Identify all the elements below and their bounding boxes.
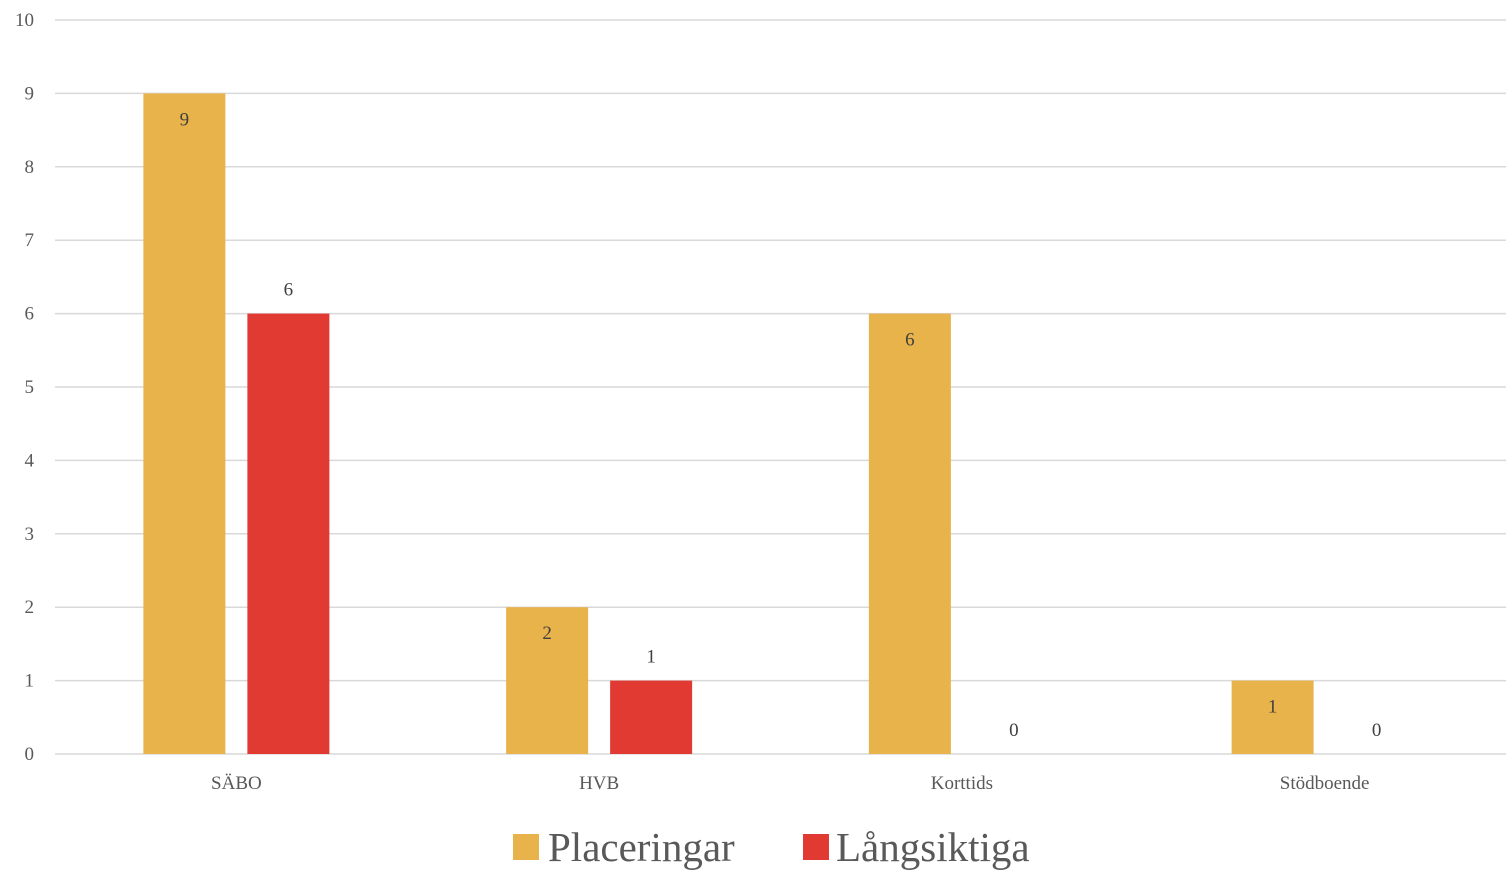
x-category-label: SÄBO bbox=[211, 773, 262, 794]
y-tick-label: 4 bbox=[25, 450, 35, 471]
data-label: 1 bbox=[1268, 697, 1278, 718]
data-label: 9 bbox=[180, 109, 190, 130]
y-tick-label: 10 bbox=[15, 10, 34, 31]
y-tick-label: 7 bbox=[25, 230, 35, 251]
bar-placeringar-0 bbox=[143, 93, 226, 754]
y-tick-label: 5 bbox=[25, 377, 35, 398]
y-tick-label: 2 bbox=[25, 597, 35, 618]
y-axis-ticks: 0 1 2 3 4 5 6 7 8 9 10 bbox=[15, 10, 35, 765]
y-tick-label: 9 bbox=[25, 83, 35, 104]
data-label: 2 bbox=[542, 623, 552, 644]
x-axis-categories: SÄBO HVB Korttids Stödboende bbox=[211, 773, 1369, 794]
data-label: 6 bbox=[905, 330, 915, 351]
legend: Placeringar Långsiktiga bbox=[513, 824, 1030, 870]
bar-placeringar-2 bbox=[868, 313, 951, 754]
y-tick-label: 1 bbox=[25, 671, 35, 692]
data-label: 0 bbox=[1372, 720, 1382, 741]
x-category-label: Stödboende bbox=[1280, 773, 1370, 794]
x-category-label: Korttids bbox=[931, 773, 993, 794]
legend-swatch bbox=[803, 834, 829, 860]
data-labels: 9 6 2 1 6 0 1 0 bbox=[180, 109, 1382, 741]
data-label: 1 bbox=[646, 647, 656, 668]
data-label: 0 bbox=[1009, 720, 1019, 741]
bar-placeringar-1 bbox=[506, 607, 589, 754]
y-tick-label: 0 bbox=[25, 744, 35, 765]
bar-långsiktiga-0 bbox=[247, 313, 330, 754]
y-tick-label: 3 bbox=[25, 524, 35, 545]
y-tick-label: 8 bbox=[25, 157, 35, 178]
legend-label: Placeringar bbox=[548, 824, 735, 870]
legend-label: Långsiktiga bbox=[836, 824, 1030, 870]
legend-swatch bbox=[513, 834, 539, 860]
data-label: 6 bbox=[284, 280, 294, 301]
bar-placeringar-3 bbox=[1231, 680, 1314, 754]
y-tick-label: 6 bbox=[25, 304, 35, 325]
bars bbox=[143, 93, 1314, 754]
bar-långsiktiga-1 bbox=[610, 680, 693, 754]
x-category-label: HVB bbox=[579, 773, 619, 794]
